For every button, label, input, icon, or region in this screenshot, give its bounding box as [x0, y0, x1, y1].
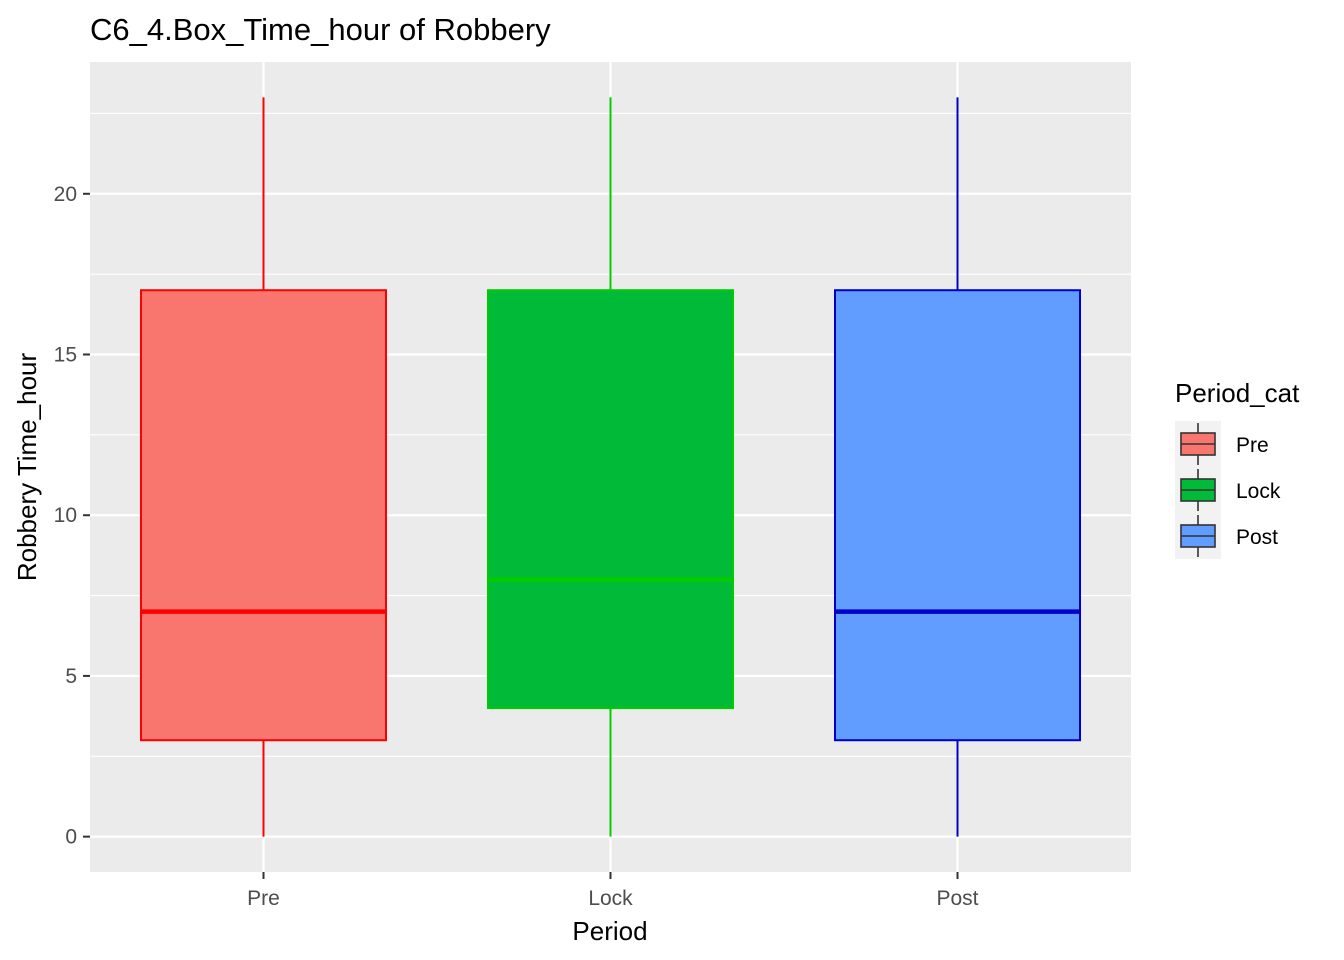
legend-item-lock: Lock — [1175, 467, 1281, 513]
legend-label: Post — [1236, 526, 1278, 549]
y-tick-label: 15 — [54, 344, 77, 367]
x-tick-label: Lock — [588, 887, 633, 910]
y-tick-label: 0 — [65, 826, 77, 849]
legend-item-pre: Pre — [1175, 421, 1269, 467]
legend-title: Period_cat — [1175, 378, 1300, 408]
box-lock — [487, 97, 734, 837]
legend-label: Pre — [1236, 434, 1269, 457]
box-iqr — [834, 289, 1081, 742]
box-iqr — [140, 289, 387, 742]
x-axis-title: Period — [572, 916, 647, 946]
legend-item-post: Post — [1175, 513, 1278, 559]
box-iqr — [487, 289, 734, 710]
chart-title: C6_4.Box_Time_hour of Robbery — [90, 12, 551, 47]
legend: Period_cat Pre Lock Post — [1175, 378, 1300, 559]
legend-label: Lock — [1236, 480, 1281, 503]
box-post — [834, 97, 1081, 837]
y-tick-label: 20 — [54, 183, 77, 206]
x-tick-label: Pre — [247, 887, 280, 910]
y-axis-title: Robbery Time_hour — [12, 352, 42, 581]
y-tick-label: 10 — [54, 504, 77, 527]
axes-layer: 0 5 10 15 20 Pre Lock Post — [54, 183, 979, 910]
box-pre — [140, 97, 387, 837]
y-tick-label: 5 — [65, 665, 77, 688]
x-tick-label: Post — [936, 887, 978, 910]
boxes-layer — [140, 97, 1081, 837]
